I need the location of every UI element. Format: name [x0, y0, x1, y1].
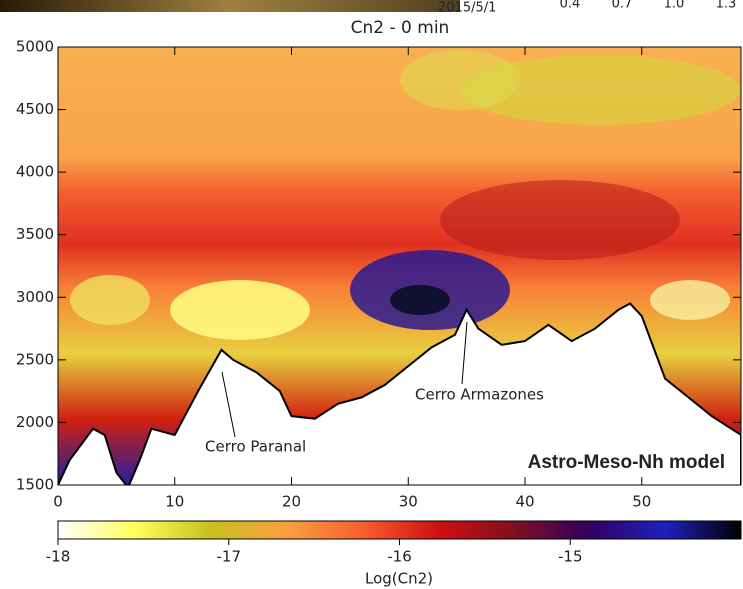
scale-label: 0.4 — [560, 0, 581, 12]
header-date: 2015/5/1 — [438, 1, 496, 16]
x-tick-label: 20 — [282, 493, 301, 511]
model-label: Astro-Meso-Nh model — [528, 452, 725, 473]
annotation: Cerro Armazones — [415, 386, 544, 404]
y-tick-label: 4000 — [16, 163, 54, 181]
header-scale: 0.4 0.7 1.0 1.3 — [560, 0, 737, 12]
y-tick-label: 3000 — [16, 288, 54, 306]
chart-title: Cn2 - 0 min — [351, 18, 450, 38]
x-tick-label: 0 — [53, 493, 63, 511]
colorbar-tick-label: -17 — [217, 548, 242, 566]
scale-label: 1.0 — [664, 0, 685, 12]
x-tick-label: 10 — [165, 493, 184, 511]
screenshot: 2015/5/1 0.4 0.7 1.0 1.3 Cn2 - 0 min Cerro … — [0, 0, 743, 589]
x-tick-label: 50 — [632, 493, 651, 511]
colorbar-tick-label: -16 — [387, 548, 412, 566]
colorbar-tick-label: -18 — [46, 548, 71, 566]
colorbar-label: Log(Cn2) — [365, 570, 433, 588]
y-tick-label: 5000 — [16, 38, 54, 56]
x-tick-label: 40 — [515, 493, 534, 511]
y-tick-label: 2000 — [16, 413, 54, 431]
scale-label: 1.3 — [716, 0, 737, 12]
y-tick-label: 1500 — [16, 476, 54, 494]
y-tick-label: 3500 — [16, 225, 54, 243]
x-tick-label: 30 — [399, 493, 418, 511]
y-tick-label: 4500 — [16, 100, 54, 118]
annotation: Cerro Paranal — [205, 438, 306, 456]
y-tick-label: 2500 — [16, 350, 54, 368]
colorbar — [58, 521, 741, 539]
colorbar-tick-label: -15 — [558, 548, 583, 566]
scale-label: 0.7 — [612, 0, 633, 12]
header-image — [0, 0, 460, 12]
